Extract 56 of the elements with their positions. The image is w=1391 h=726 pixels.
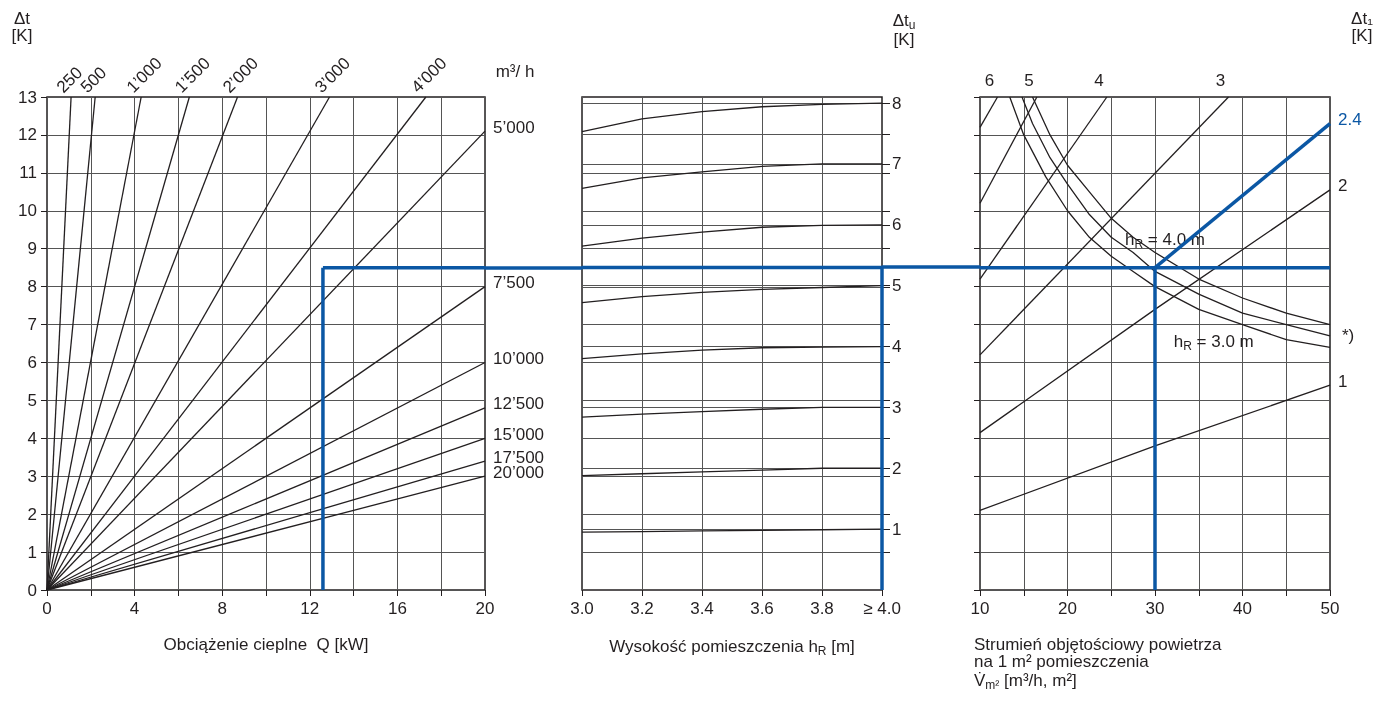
y-tick-label: 11 [19, 163, 37, 183]
x-tick-label: ≥ 4.0 [863, 599, 901, 618]
x-tick-label: 20 [475, 599, 495, 618]
y-tick-label: 0 [27, 580, 37, 600]
y-tick-label: 6 [27, 352, 37, 372]
series-label: 6 [984, 71, 995, 90]
y2-tick-label: 8 [892, 93, 902, 113]
series-label: 4 [1094, 71, 1104, 90]
y-tick-label: 7 [27, 315, 37, 335]
y2-tick-label: 4 [892, 337, 902, 357]
y2-tick-label: 5 [892, 276, 902, 296]
x-tick-label: 4 [129, 599, 140, 618]
x-tick-label: 3.8 [810, 599, 834, 618]
x-tick-label: 50 [1320, 599, 1340, 618]
series-label: 2.4 [1338, 110, 1362, 130]
series-label: 10’000 [493, 348, 545, 368]
y-tick-label: 12 [18, 125, 37, 145]
series-label: 5 [1024, 71, 1034, 90]
y-tick-label: 8 [27, 277, 37, 297]
x-tick-label: 8 [217, 599, 227, 618]
y-tick-label: 4 [27, 428, 37, 448]
x-tick-label: 3.2 [630, 599, 654, 618]
x-tick-label: 12 [300, 599, 320, 618]
y-tick-label: 3 [27, 466, 37, 486]
y-axis-title: Δt₁ [K] [1351, 9, 1374, 45]
x-tick-label: 40 [1233, 599, 1252, 618]
x-tick-label: 16 [387, 599, 407, 618]
y2-tick-label: 2 [892, 458, 902, 478]
series-label: 3 [1215, 71, 1226, 90]
series-label: 12’500 [493, 394, 545, 414]
y-axis-title: Δt [K] [11, 9, 33, 45]
y-tick-label: 5 [27, 390, 37, 410]
x-tick-label: 3.0 [570, 599, 594, 618]
series-label: 7’500 [493, 273, 535, 293]
series-label: 15’000 [493, 424, 545, 444]
y2-tick-label: 6 [892, 215, 902, 235]
x-tick-label: 0 [42, 599, 52, 618]
x-tick-label: 10 [970, 599, 990, 618]
y2-tick-label: 7 [892, 154, 902, 174]
series-label: 5’000 [493, 117, 535, 137]
x-tick-label: 3.4 [690, 599, 714, 618]
y-tick-label: 9 [27, 239, 37, 259]
series-label: 1 [1338, 371, 1348, 391]
y-tick-label: 2 [27, 504, 37, 524]
series-label: 2 [1338, 176, 1348, 196]
x-tick-label: 30 [1145, 599, 1165, 618]
x-tick-label: 20 [1058, 599, 1077, 618]
y2-tick-label: 3 [892, 397, 902, 417]
y-tick-label: 13 [18, 87, 37, 107]
y-tick-label: 1 [27, 542, 37, 562]
y-tick-label: 10 [18, 201, 37, 221]
x-tick-label: 3.6 [750, 599, 774, 618]
y2-tick-label: 1 [892, 519, 902, 539]
legend-title: m³/ h [495, 61, 535, 81]
x-axis-title: Obciążenie cieplne Q [kW] [163, 635, 369, 654]
annotation: *) [1342, 326, 1355, 346]
